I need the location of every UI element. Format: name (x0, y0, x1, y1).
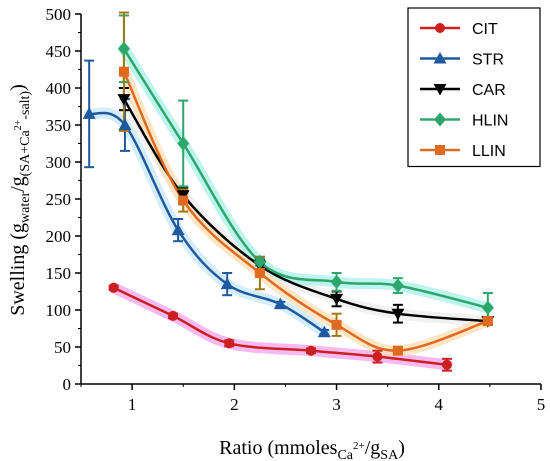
point-llin (331, 319, 342, 330)
point-cit (306, 345, 316, 356)
point-hlin (177, 136, 190, 151)
legend-item-hlin: HLIN (420, 112, 508, 130)
legend: CIT STR CAR HLIN LLIN (407, 7, 541, 168)
point-str (171, 223, 185, 236)
y-tick-label: 150 (46, 264, 72, 283)
legend-item-str: STR (420, 52, 504, 69)
legend-marker-str (433, 52, 447, 64)
point-str (220, 277, 234, 290)
legend-box (407, 7, 541, 168)
legend-label-hlin: HLIN (472, 113, 508, 130)
point-hlin (330, 274, 343, 289)
x-tick-label: 2 (230, 395, 239, 414)
point-hlin (481, 300, 494, 315)
point-llin (178, 195, 189, 206)
point-cit (168, 310, 178, 321)
data-markers (82, 41, 495, 370)
legend-marker-car (433, 84, 447, 96)
legend-item-cit: CIT (420, 21, 498, 38)
y-tick-label: 450 (46, 42, 72, 61)
point-str (118, 118, 132, 130)
point-llin (482, 316, 493, 327)
point-car (330, 293, 344, 306)
x-tick-label: 1 (128, 395, 137, 414)
y-tick-label: 200 (46, 227, 72, 246)
point-cit (372, 351, 383, 362)
legend-marker-hlin (434, 112, 446, 127)
y-tick-label: 50 (54, 338, 71, 357)
y-tick-label: 300 (46, 153, 72, 172)
legend-label-cit: CIT (472, 21, 498, 38)
x-tick-label: 4 (435, 395, 444, 414)
point-car (391, 308, 405, 321)
legend-marker-llin (435, 145, 445, 155)
y-tick-label: 100 (46, 301, 72, 320)
point-cit (441, 359, 452, 370)
x-tick-label: 5 (537, 395, 546, 414)
axes: 0 50 100 150 200 250 300 350 400 450 500 1 2 3 4 5 (46, 5, 546, 414)
point-cit (108, 282, 119, 293)
y-axis-label: Swelling (gwater/g(SA+Ca2+-salt)) (7, 84, 33, 316)
x-tick-label: 3 (332, 395, 341, 414)
y-tick-label: 250 (46, 190, 72, 209)
y-tick-label: 0 (63, 375, 72, 394)
point-str (82, 107, 96, 119)
point-cit (224, 338, 235, 349)
y-tick-label: 400 (46, 79, 72, 98)
point-str (273, 297, 287, 310)
y-tick-label: 350 (46, 116, 72, 135)
x-axis-label: Ratio (mmolesCa2+/gSA) (219, 437, 405, 461)
legend-label-car: CAR (472, 82, 506, 99)
point-llin (118, 66, 129, 77)
y-tick-label: 500 (46, 5, 72, 24)
curve-hlin (122, 48, 489, 310)
legend-label-llin: LLIN (472, 143, 506, 160)
point-llin (392, 345, 403, 356)
point-hlin (117, 41, 130, 56)
legend-label-str: STR (472, 52, 504, 69)
legend-marker-cit (435, 23, 445, 33)
point-hlin (253, 254, 266, 269)
curve-cit (113, 286, 448, 367)
legend-item-llin: LLIN (420, 143, 506, 160)
curve-llin (122, 71, 489, 352)
point-str (317, 325, 331, 338)
point-llin (254, 268, 265, 278)
legend-item-car: CAR (420, 82, 506, 99)
point-car (117, 94, 131, 106)
point-hlin (391, 278, 404, 293)
